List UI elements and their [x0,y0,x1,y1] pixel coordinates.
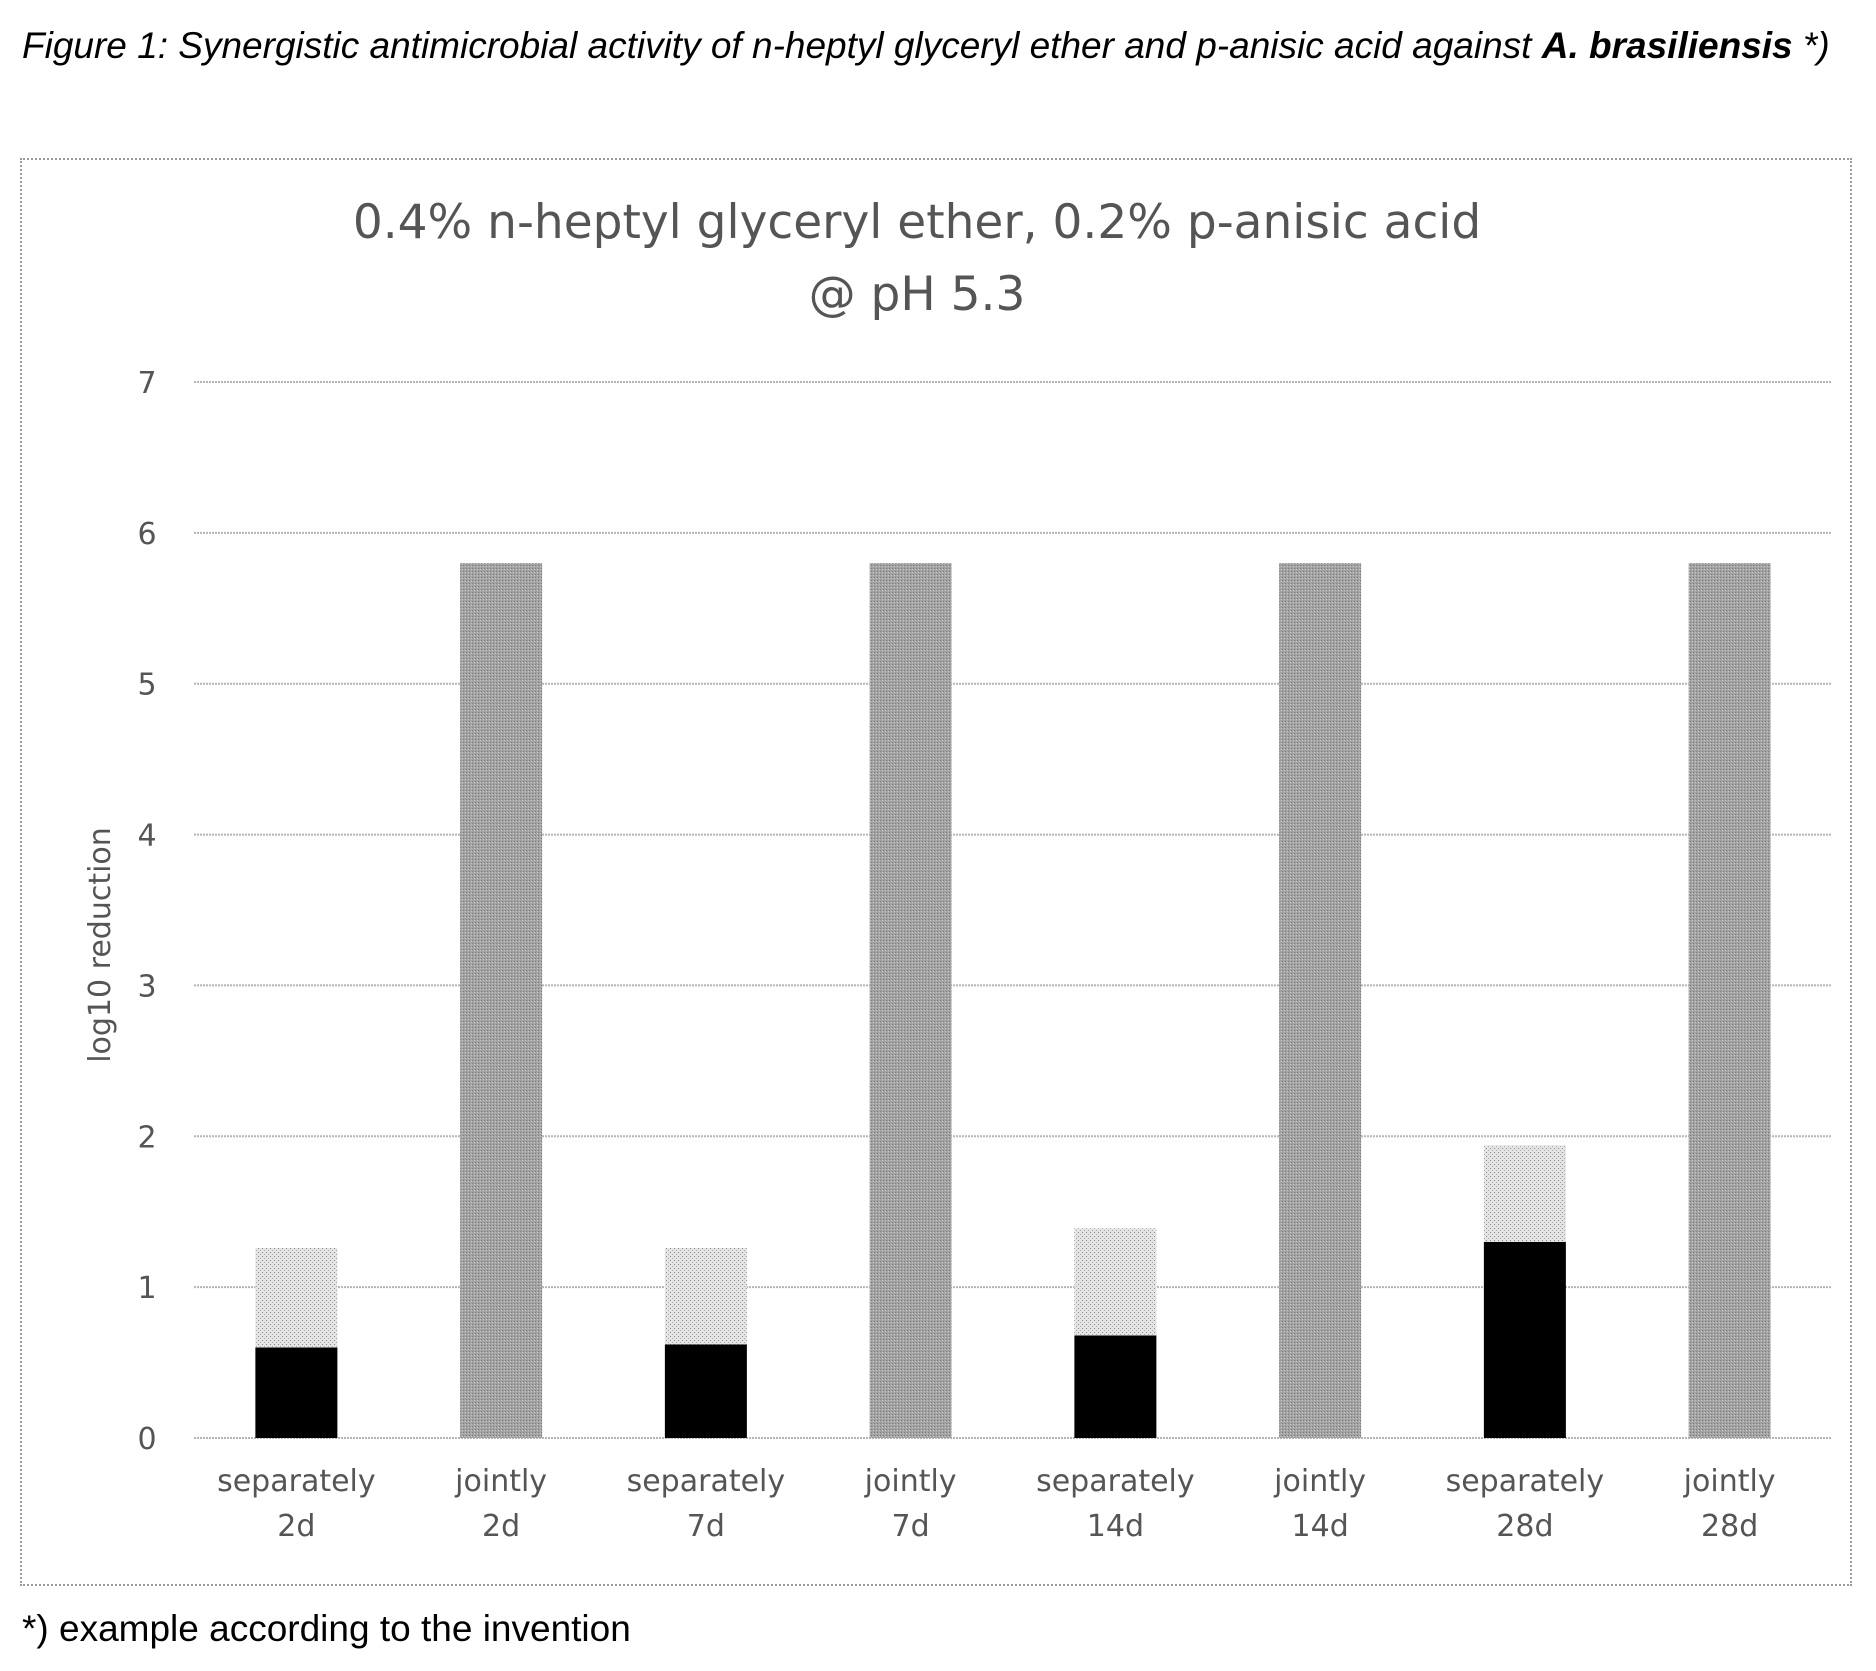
y-tick-label: 0 [137,1422,156,1457]
y-tick-label: 7 [137,366,156,401]
x-tick-label: separately [1036,1464,1195,1499]
bar-segment-series-1 [1074,1335,1157,1438]
gridlines [194,381,1832,1439]
bar-segment-series-3 [1279,563,1362,1438]
x-tick-label: separately [217,1464,376,1499]
x-tick-label: separately [1446,1464,1605,1499]
y-tick-label: 5 [137,668,156,703]
y-tick-label: 3 [137,969,156,1004]
bar-segment-series-2 [1074,1228,1157,1336]
bar-segment-series-2 [255,1247,338,1348]
bar-segment-series-3 [1688,563,1771,1438]
footnote: *) example according to the invention [22,1608,631,1649]
x-tick-label: 28d [1701,1509,1758,1544]
y-tick-label: 1 [137,1271,156,1306]
figure-caption: Figure 1: Synergistic antimicrobial acti… [22,10,1842,82]
chart-title-line1: 0.4% n-heptyl glyceryl ether, 0.2% p-ani… [353,195,1481,250]
bar-chart: 0.4% n-heptyl glyceryl ether, 0.2% p-ani… [83,195,1832,1544]
bar-segment-series-2 [1483,1145,1566,1242]
x-tick-label: 7d [892,1509,930,1544]
y-axis-label: log10 reduction [83,827,118,1063]
x-tick-label: 2d [482,1509,520,1544]
x-axis-labels: separately 2d jointly 2d separately 7d jointly… [217,1464,1775,1544]
bar-segment-series-1 [664,1344,747,1438]
bar-segment-series-1 [255,1347,338,1438]
caption-organism: A. brasiliensis [1541,25,1793,66]
bar-segment-series-1 [1483,1241,1566,1438]
chart-title-line2: @ pH 5.3 [809,267,1026,322]
y-tick-label: 2 [137,1120,156,1155]
x-tick-label: jointly [864,1464,957,1499]
x-tick-label: 14d [1087,1509,1144,1544]
y-axis-ticks: 0 1 2 3 4 5 6 7 [137,366,156,1457]
x-tick-label: 7d [687,1509,725,1544]
x-tick-label: 2d [277,1509,315,1544]
y-tick-label: 6 [137,517,156,552]
bars [255,563,1771,1438]
y-tick-label: 4 [137,819,156,854]
x-tick-label: jointly [454,1464,547,1499]
bar-segment-series-3 [460,563,543,1438]
x-tick-label: jointly [1683,1464,1776,1499]
x-tick-label: jointly [1273,1464,1366,1499]
caption-text: Figure 1: Synergistic antimicrobial acti… [22,25,1542,66]
bar-segment-series-3 [869,563,952,1438]
bar-segment-series-2 [664,1247,747,1345]
x-tick-label: separately [627,1464,786,1499]
chart-frame: 0.4% n-heptyl glyceryl ether, 0.2% p-ani… [20,158,1852,1586]
x-tick-label: 14d [1292,1509,1349,1544]
caption-suffix: *) [1792,25,1830,66]
x-tick-label: 28d [1496,1509,1553,1544]
